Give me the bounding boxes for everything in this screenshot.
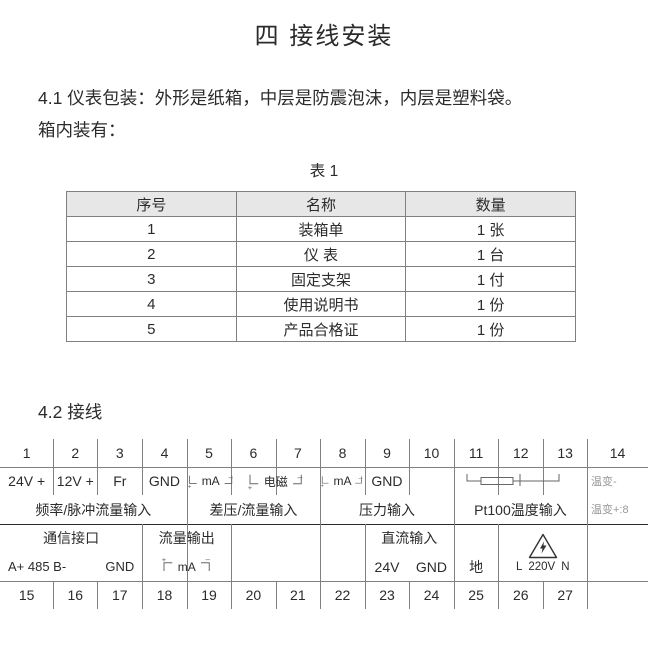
svg-text:+: + xyxy=(187,483,191,490)
svg-text:+: + xyxy=(321,483,324,489)
svg-text:–: – xyxy=(359,475,363,482)
svg-text:–: – xyxy=(205,557,210,564)
svg-text:–: – xyxy=(297,472,302,482)
svg-text:+: + xyxy=(162,557,167,564)
svg-text:+: + xyxy=(247,482,252,490)
